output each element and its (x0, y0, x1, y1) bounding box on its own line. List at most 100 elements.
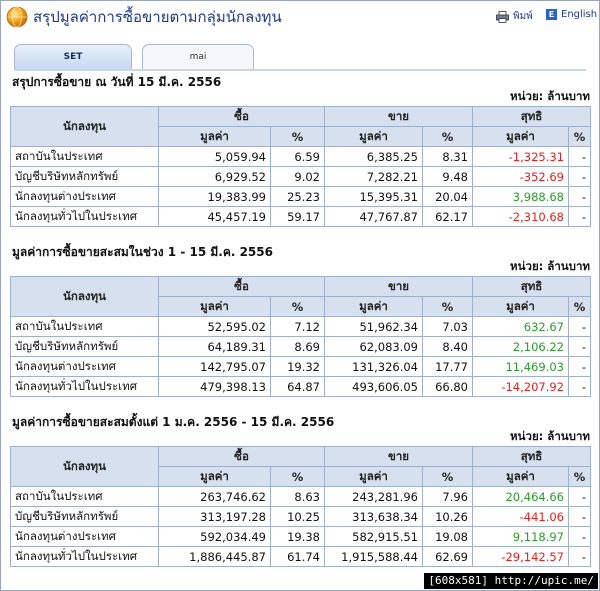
net-pct: - (568, 146, 591, 167)
net-pct: - (568, 486, 591, 507)
sell-pct: 9.48 (422, 166, 473, 187)
sell-pct: 8.40 (422, 336, 473, 357)
unit-label: หน่วย: ล้านบาท (510, 259, 590, 273)
sell-pct: 62.69 (422, 546, 473, 567)
buy-value: 142,795.07 (158, 356, 271, 377)
net-value: -14,207.92 (472, 376, 569, 397)
investor-name: นักลงทุนทั่วไปในประเทศ (10, 206, 159, 227)
header-net-value: มูลค่า (472, 466, 569, 487)
header-buy-value: มูลค่า (158, 466, 271, 487)
header-net-pct: % (568, 126, 591, 147)
table-row: นักลงทุนต่างประเทศ 19,383.99 25.23 15,395.3… (10, 186, 591, 207)
header-net-value: มูลค่า (472, 126, 569, 147)
investor-name: นักลงทุนทั่วไปในประเทศ (10, 546, 159, 567)
sell-value: 131,326.04 (324, 356, 423, 377)
header-sell-value: มูลค่า (324, 126, 423, 147)
buy-pct: 10.25 (270, 506, 325, 527)
buy-pct: 61.74 (270, 546, 325, 567)
page-header: สรุปมูลค่าการซื้อขายตามกลุ่มนักลงทุน พิม… (0, 0, 598, 34)
investor-name: นักลงทุนต่างประเทศ (10, 526, 159, 547)
tab-set[interactable]: SET (14, 44, 132, 70)
header-net: สุทธิ (472, 106, 591, 127)
summary-table: นักลงทุน ซื้อ ขาย สุทธิ มูลค่า% มูลค่า% มูลค่า… (10, 446, 591, 567)
buy-pct: 59.17 (270, 206, 325, 227)
header-net-pct: % (568, 296, 591, 317)
net-pct: - (568, 376, 591, 397)
net-value: -441.06 (472, 506, 569, 527)
header-sell: ขาย (324, 446, 473, 467)
sell-pct: 20.04 (422, 186, 473, 207)
globe-icon (6, 6, 28, 28)
header-net: สุทธิ (472, 276, 591, 297)
buy-pct: 19.32 (270, 356, 325, 377)
buy-value: 592,034.49 (158, 526, 271, 547)
table-row: นักลงทุนต่างประเทศ 142,795.07 19.32 131,326… (10, 356, 591, 377)
buy-value: 6,929.52 (158, 166, 271, 187)
sell-value: 62,083.09 (324, 336, 423, 357)
print-link[interactable]: พิมพ์ (496, 9, 533, 24)
english-link[interactable]: E English (546, 9, 597, 20)
sell-value: 493,606.05 (324, 376, 423, 397)
buy-value: 479,398.13 (158, 376, 271, 397)
section-title: สรุปการซื้อขาย ณ วันที่ 15 มี.ค. 2556 (12, 75, 222, 89)
header-net-value: มูลค่า (472, 296, 569, 317)
sell-value: 1,915,588.44 (324, 546, 423, 567)
net-pct: - (568, 166, 591, 187)
net-value: 20,464.66 (472, 486, 569, 507)
table-row: บัญชีบริษัทหลักทรัพย์ 64,189.31 8.69 62,083… (10, 336, 591, 357)
net-pct: - (568, 546, 591, 567)
header-buy-pct: % (270, 466, 325, 487)
page-title: สรุปมูลค่าการซื้อขายตามกลุ่มนักลงทุน (33, 8, 282, 26)
header-sell-pct: % (422, 466, 473, 487)
buy-pct: 25.23 (270, 186, 325, 207)
tab-underline (14, 69, 586, 71)
investor-name: นักลงทุนต่างประเทศ (10, 356, 159, 377)
sell-pct: 66.80 (422, 376, 473, 397)
table-row: นักลงทุนทั่วไปในประเทศ 1,886,445.87 61.74 1… (10, 546, 591, 567)
buy-pct: 9.02 (270, 166, 325, 187)
net-pct: - (568, 356, 591, 377)
sell-value: 582,915.51 (324, 526, 423, 547)
sell-pct: 19.08 (422, 526, 473, 547)
header-sell-pct: % (422, 296, 473, 317)
header-net-pct: % (568, 466, 591, 487)
sell-pct: 10.26 (422, 506, 473, 527)
section-title: มูลค่าการซื้อขายสะสมตั้งแต่ 1 ม.ค. 2556 … (12, 415, 335, 429)
unit-label: หน่วย: ล้านบาท (510, 429, 590, 443)
buy-pct: 64.87 (270, 376, 325, 397)
buy-pct: 8.63 (270, 486, 325, 507)
tab-mai[interactable]: mai (142, 44, 254, 70)
header-buy-pct: % (270, 296, 325, 317)
buy-pct: 19.38 (270, 526, 325, 547)
header-buy-value: มูลค่า (158, 126, 271, 147)
buy-value: 19,383.99 (158, 186, 271, 207)
table-row: นักลงทุนทั่วไปในประเทศ 479,398.13 64.87 493… (10, 376, 591, 397)
header-sell: ขาย (324, 106, 473, 127)
buy-pct: 7.12 (270, 316, 325, 337)
sell-value: 313,638.34 (324, 506, 423, 527)
net-value: -352.69 (472, 166, 569, 187)
table-row: บัญชีบริษัทหลักทรัพย์ 313,197.28 10.25 313,… (10, 506, 591, 527)
header-sell: ขาย (324, 276, 473, 297)
header-buy-value: มูลค่า (158, 296, 271, 317)
sell-pct: 7.03 (422, 316, 473, 337)
net-pct: - (568, 506, 591, 527)
header-buy: ซื้อ (158, 276, 325, 297)
sell-value: 6,385.25 (324, 146, 423, 167)
net-value: -1,325.31 (472, 146, 569, 167)
table-row: สถาบันในประเทศ 52,595.02 7.12 51,962.34 7.03… (10, 316, 591, 337)
net-value: -2,310.68 (472, 206, 569, 227)
net-value: 9,118.97 (472, 526, 569, 547)
investor-name: บัญชีบริษัทหลักทรัพย์ (10, 506, 159, 527)
print-label: พิมพ์ (513, 11, 533, 22)
header-buy-pct: % (270, 126, 325, 147)
header-sell-value: มูลค่า (324, 466, 423, 487)
header-sell-value: มูลค่า (324, 296, 423, 317)
buy-value: 52,595.02 (158, 316, 271, 337)
net-pct: - (568, 526, 591, 547)
buy-value: 45,457.19 (158, 206, 271, 227)
buy-pct: 8.69 (270, 336, 325, 357)
table-row: สถาบันในประเทศ 263,746.62 8.63 243,281.96 7.… (10, 486, 591, 507)
sell-value: 47,767.87 (324, 206, 423, 227)
summary-table: นักลงทุน ซื้อ ขาย สุทธิ มูลค่า% มูลค่า% มูลค่า… (10, 276, 591, 397)
